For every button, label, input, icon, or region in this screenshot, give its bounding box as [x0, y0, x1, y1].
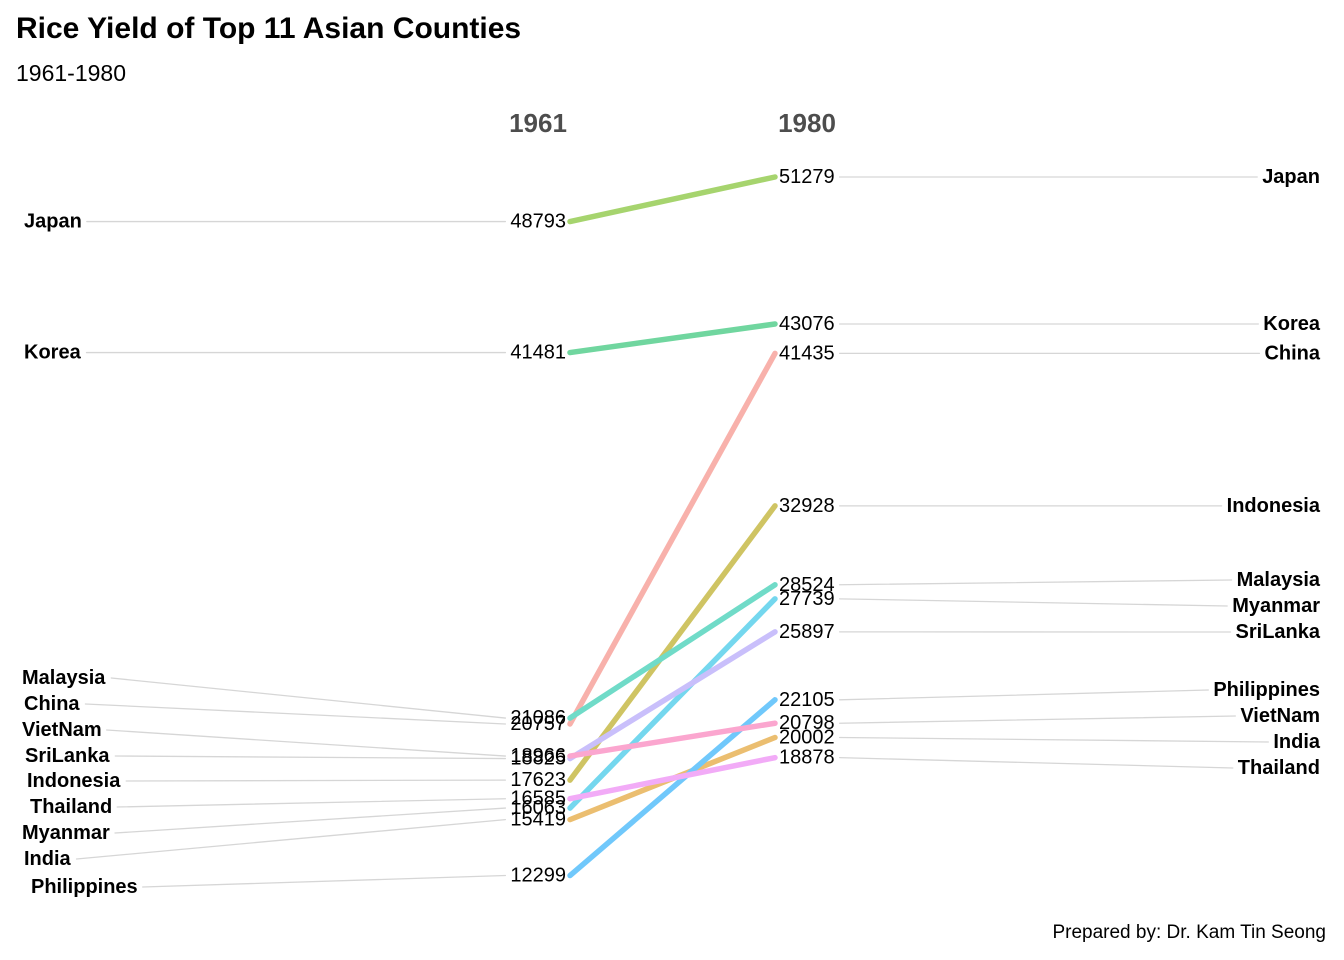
country-label-left-korea: Korea: [24, 342, 82, 364]
leader-line-right-thailand: [838, 756, 1234, 769]
slope-line-china: [567, 350, 778, 727]
value-label-korea-1980: 43076: [779, 313, 835, 335]
country-label-right-china: China: [1264, 342, 1320, 364]
value-label-china-1961: 20757: [510, 713, 566, 735]
value-label-srilanka-1961: 18825: [510, 748, 566, 770]
leader-line-left-srilanka: [114, 755, 507, 760]
leader-line-left-vietnam: [106, 729, 507, 757]
column-header-1961: 1961: [509, 108, 567, 138]
value-label-thailand-1980: 18878: [779, 747, 835, 769]
value-label-vietnam-1961: 18966: [510, 745, 566, 767]
leader-line-right-vietnam: [838, 715, 1236, 724]
leader-line-left-china: [84, 703, 507, 725]
country-label-right-malaysia: Malaysia: [1237, 569, 1321, 591]
slope-line-myanmar: [567, 596, 778, 811]
country-label-right-japan: Japan: [1262, 166, 1320, 188]
value-label-japan-1980: 51279: [779, 166, 835, 188]
leader-line-left-malaysia: [110, 677, 507, 719]
country-label-left-srilanka: SriLanka: [25, 745, 110, 767]
value-label-philippines-1980: 22105: [779, 689, 835, 711]
value-label-myanmar-1961: 16063: [510, 797, 566, 819]
value-label-malaysia-1980: 28524: [779, 574, 835, 596]
country-label-left-myanmar: Myanmar: [22, 822, 110, 844]
slope-line-srilanka: [567, 629, 778, 762]
country-label-left-japan: Japan: [24, 211, 82, 233]
footer-credit: Prepared by: Dr. Kam Tin Seong: [1052, 922, 1326, 943]
country-label-left-thailand: Thailand: [30, 796, 112, 818]
slope-line-malaysia: [567, 582, 778, 721]
country-label-right-indonesia: Indonesia: [1227, 495, 1321, 517]
slope-line-korea: [567, 321, 778, 356]
leader-line-left-india: [75, 818, 507, 860]
country-label-left-vietnam: VietNam: [22, 719, 102, 741]
leader-line-left-philippines: [142, 874, 507, 888]
country-label-left-indonesia: Indonesia: [27, 770, 121, 792]
slope-line-japan: [567, 174, 778, 225]
leader-line-left-thailand: [116, 798, 507, 808]
value-label-indonesia-1961: 17623: [510, 769, 566, 791]
value-label-malaysia-1961: 21086: [510, 707, 566, 729]
leader-line-right-india: [838, 736, 1269, 743]
leader-line-right-malaysia: [838, 579, 1233, 586]
value-label-korea-1961: 41481: [510, 342, 566, 364]
value-label-japan-1961: 48793: [510, 211, 566, 233]
page-subtitle: 1961-1980: [16, 60, 126, 86]
value-label-philippines-1961: 12299: [510, 865, 566, 887]
leader-line-left-myanmar: [114, 807, 507, 834]
country-label-left-india: India: [24, 848, 72, 870]
value-label-vietnam-1980: 20798: [779, 712, 835, 734]
slope-line-thailand: [567, 754, 778, 802]
country-label-right-thailand: Thailand: [1238, 757, 1320, 779]
leader-line-right-philippines: [838, 689, 1209, 701]
value-label-srilanka-1980: 25897: [779, 621, 835, 643]
country-label-left-philippines: Philippines: [31, 876, 138, 898]
country-label-right-vietnam: VietNam: [1240, 705, 1320, 727]
country-label-right-myanmar: Myanmar: [1232, 595, 1320, 617]
country-label-right-srilanka: SriLanka: [1236, 621, 1321, 643]
value-label-india-1961: 15419: [510, 809, 566, 831]
country-label-left-china: China: [24, 693, 80, 715]
page-title: Rice Yield of Top 11 Asian Counties: [16, 12, 522, 45]
country-label-right-india: India: [1273, 731, 1321, 753]
country-label-right-philippines: Philippines: [1213, 679, 1320, 701]
value-label-myanmar-1980: 27739: [779, 588, 835, 610]
leader-line-right-myanmar: [838, 598, 1228, 607]
value-label-indonesia-1980: 32928: [779, 495, 835, 517]
slope-line-vietnam: [567, 720, 778, 759]
value-label-thailand-1961: 16585: [510, 788, 566, 810]
leader-line-left-indonesia: [125, 779, 507, 782]
value-label-china-1980: 41435: [779, 342, 835, 364]
country-label-right-korea: Korea: [1263, 313, 1321, 335]
value-label-india-1980: 20002: [779, 726, 835, 748]
column-header-1980: 1980: [778, 108, 836, 138]
country-label-left-malaysia: Malaysia: [22, 667, 106, 689]
